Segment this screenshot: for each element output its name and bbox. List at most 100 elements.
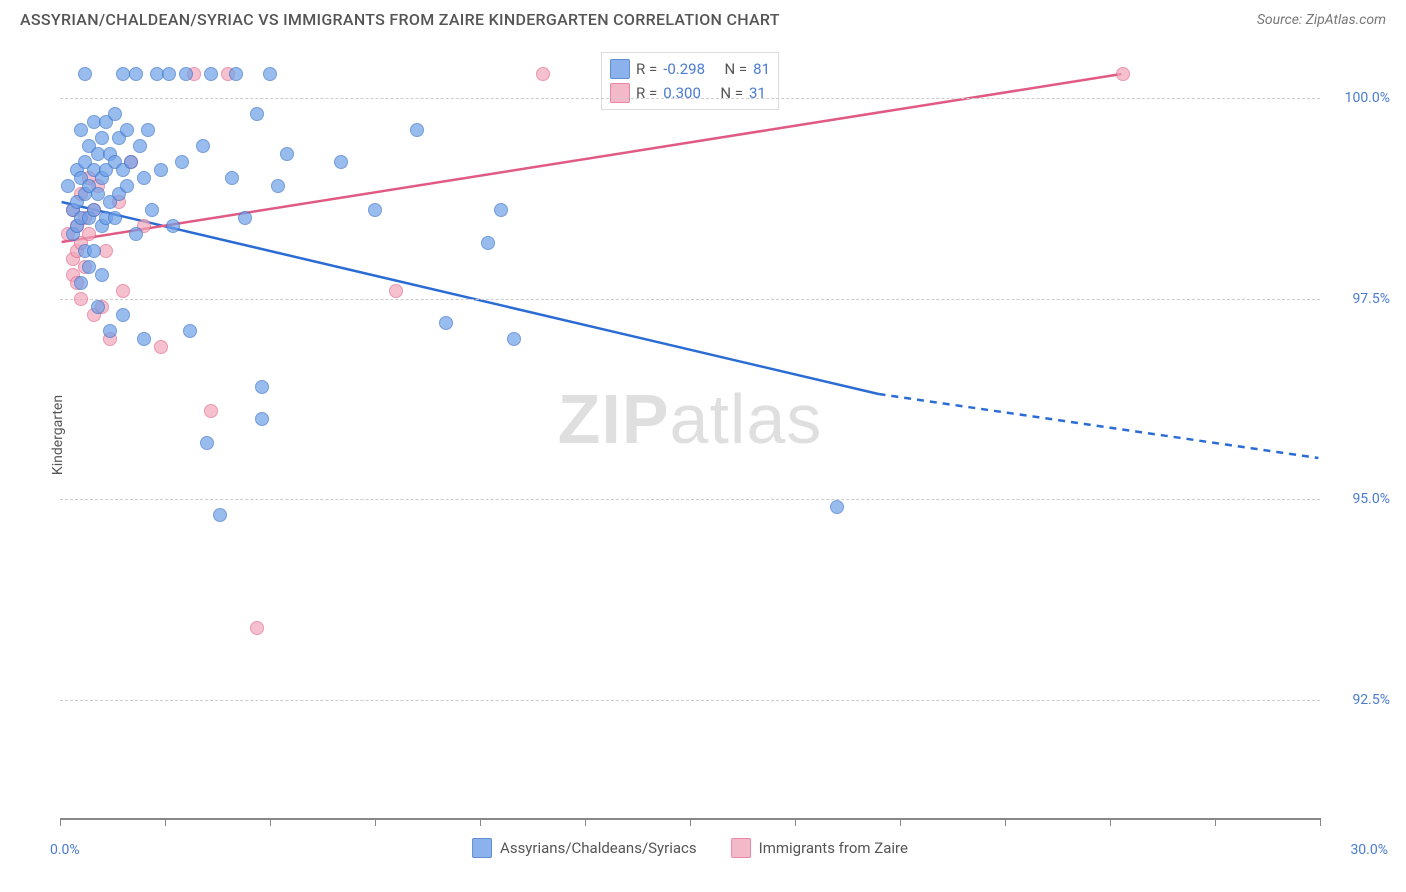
x-tick [1110,818,1111,826]
scatter-point [61,179,75,193]
scatter-point [536,67,550,81]
gridline [60,98,1320,99]
legend-swatch-a-icon [472,838,492,858]
y-axis-title: Kindergarten [50,395,66,475]
scatter-point [137,171,151,185]
scatter-point [78,67,92,81]
y-tick-label: 92.5% [1330,692,1390,708]
x-tick [795,818,796,826]
x-tick [585,818,586,826]
scatter-point [82,260,96,274]
scatter-point [183,324,197,338]
chart-header: ASSYRIAN/CHALDEAN/SYRIAC VS IMMIGRANTS F… [0,0,1406,35]
scatter-point [200,436,214,450]
legend-swatch-b-icon [731,838,751,858]
stats-row-a: R = -0.298 N = 81 [610,57,770,81]
scatter-point [129,227,143,241]
bottom-legend-item-a: Assyrians/Chaldeans/Syriacs [472,838,697,858]
scatter-point [91,187,105,201]
scatter-point [175,155,189,169]
chart-container: ZIPatlas R = -0.298 N = 81 R = 0.300 N =… [60,50,1320,820]
source-attribution: Source: ZipAtlas.com [1257,12,1386,28]
scatter-point [82,227,96,241]
x-tick [1320,818,1321,826]
watermark: ZIPatlas [558,379,823,459]
stats-legend: R = -0.298 N = 81 R = 0.300 N = 31 [601,52,779,110]
scatter-point [87,203,101,217]
scatter-point [154,163,168,177]
scatter-point [271,179,285,193]
scatter-point [830,500,844,514]
y-tick-label: 100.0% [1330,90,1390,106]
scatter-point [133,139,147,153]
scatter-point [162,67,176,81]
scatter-point [74,276,88,290]
y-tick-label: 97.5% [1330,291,1390,307]
scatter-point [229,67,243,81]
gridline [60,700,1320,701]
scatter-point [129,67,143,81]
scatter-point [91,300,105,314]
scatter-point [255,380,269,394]
scatter-point [95,268,109,282]
scatter-point [99,244,113,258]
scatter-point [87,244,101,258]
scatter-point [410,123,424,137]
scatter-point [196,139,210,153]
gridline [60,299,1320,300]
scatter-point [368,203,382,217]
scatter-point [225,171,239,185]
scatter-point [213,508,227,522]
scatter-point [108,107,122,121]
scatter-point [124,155,138,169]
scatter-point [280,147,294,161]
x-tick [480,818,481,826]
scatter-point [103,324,117,338]
scatter-point [141,123,155,137]
x-tick [270,818,271,826]
x-tick [1005,818,1006,826]
x-tick [900,818,901,826]
scatter-point [263,67,277,81]
scatter-point [481,236,495,250]
scatter-point [95,131,109,145]
scatter-point [494,203,508,217]
scatter-point [154,340,168,354]
x-tick [60,818,61,826]
scatter-point [439,316,453,330]
x-tick [1215,818,1216,826]
scatter-point [74,292,88,306]
plot-area: ZIPatlas R = -0.298 N = 81 R = 0.300 N =… [60,50,1320,820]
x-tick [690,818,691,826]
scatter-point [120,179,134,193]
x-tick [375,818,376,826]
scatter-point [137,332,151,346]
legend-swatch-a [610,59,630,79]
scatter-point [334,155,348,169]
scatter-point [116,308,130,322]
scatter-point [238,211,252,225]
bottom-legend: Assyrians/Chaldeans/Syriacs Immigrants f… [472,838,908,858]
trend-lines-svg [60,50,1320,818]
bottom-legend-item-b: Immigrants from Zaire [731,838,908,858]
scatter-point [250,107,264,121]
scatter-point [255,412,269,426]
scatter-point [74,123,88,137]
scatter-point [204,404,218,418]
scatter-point [250,621,264,635]
scatter-point [1116,67,1130,81]
scatter-point [507,332,521,346]
y-tick-label: 95.0% [1330,491,1390,507]
x-axis-end-label: 30.0% [1350,842,1388,858]
scatter-point [108,211,122,225]
scatter-point [145,203,159,217]
x-axis-start-label: 0.0% [50,842,80,858]
gridline [60,499,1320,500]
scatter-point [389,284,403,298]
scatter-point [166,219,180,233]
chart-title: ASSYRIAN/CHALDEAN/SYRIAC VS IMMIGRANTS F… [20,10,780,29]
scatter-point [204,67,218,81]
legend-swatch-b [610,83,630,103]
scatter-point [116,284,130,298]
scatter-point [120,123,134,137]
